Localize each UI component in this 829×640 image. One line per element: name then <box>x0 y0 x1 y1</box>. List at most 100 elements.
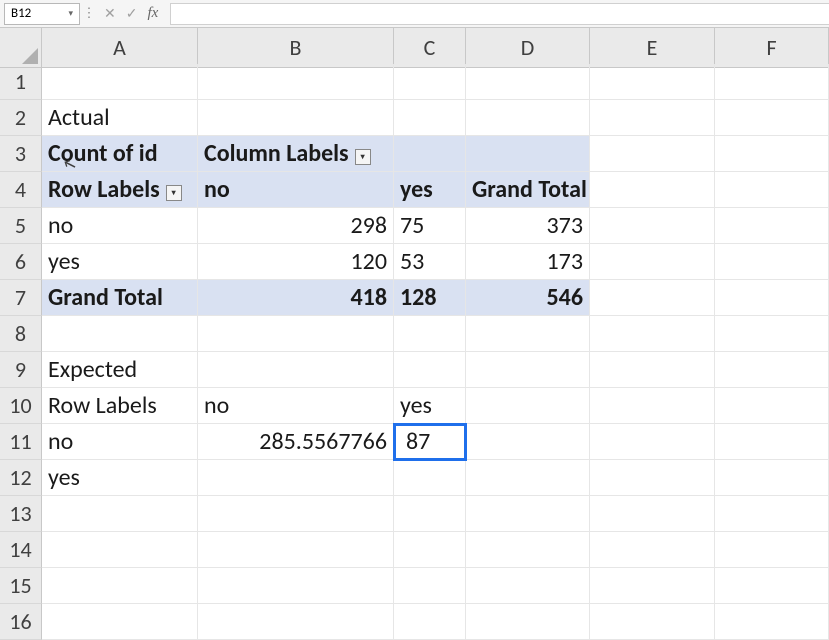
cell-E12[interactable] <box>590 460 715 496</box>
cell-D5[interactable]: 373 <box>466 208 590 244</box>
cell-B13[interactable] <box>198 496 394 532</box>
cell-C6[interactable]: 53 <box>394 244 466 280</box>
cell-D14[interactable] <box>466 532 590 568</box>
cell-C3[interactable] <box>394 136 466 172</box>
cell-E9[interactable] <box>590 352 715 388</box>
cell-C15[interactable] <box>394 568 466 604</box>
row-labels-filter-icon[interactable]: ▾ <box>166 185 182 201</box>
cell-E1[interactable] <box>590 64 715 100</box>
cell-C1[interactable] <box>394 64 466 100</box>
cell-B8[interactable] <box>198 316 394 352</box>
cell-E10[interactable] <box>590 388 715 424</box>
cell-E13[interactable] <box>590 496 715 532</box>
cell-E2[interactable] <box>590 100 715 136</box>
confirm-icon[interactable]: ✓ <box>126 5 138 22</box>
cell-B5[interactable]: 298 <box>198 208 394 244</box>
row-header-1[interactable]: 1 <box>0 64 42 100</box>
cell-F9[interactable] <box>715 352 829 388</box>
cell-A8[interactable] <box>42 316 198 352</box>
cell-C11[interactable]: 87 <box>394 424 466 460</box>
cell-F13[interactable] <box>715 496 829 532</box>
cell-C12[interactable] <box>394 460 466 496</box>
cell-D3[interactable] <box>466 136 590 172</box>
row-header-10[interactable]: 10 <box>0 388 42 424</box>
cell-B12[interactable] <box>198 460 394 496</box>
cell-A1[interactable] <box>42 64 198 100</box>
cell-E4[interactable] <box>590 172 715 208</box>
cell-D9[interactable] <box>466 352 590 388</box>
cell-B1[interactable] <box>198 64 394 100</box>
cell-A2[interactable]: Actual <box>42 100 198 136</box>
cell-B15[interactable] <box>198 568 394 604</box>
cell-A12[interactable]: yes <box>42 460 198 496</box>
cell-E14[interactable] <box>590 532 715 568</box>
column-labels-filter-icon[interactable]: ▾ <box>355 149 371 165</box>
cell-E7[interactable] <box>590 280 715 316</box>
cell-D4[interactable]: Grand Total <box>466 172 590 208</box>
cell-A15[interactable] <box>42 568 198 604</box>
row-header-8[interactable]: 8 <box>0 316 42 352</box>
cell-D10[interactable] <box>466 388 590 424</box>
cell-F10[interactable] <box>715 388 829 424</box>
cell-D1[interactable] <box>466 64 590 100</box>
cell-A4[interactable]: Row Labels ▾ <box>42 172 198 208</box>
cell-B2[interactable] <box>198 100 394 136</box>
row-header-12[interactable]: 12 <box>0 460 42 496</box>
cell-E6[interactable] <box>590 244 715 280</box>
cell-D15[interactable] <box>466 568 590 604</box>
row-header-9[interactable]: 9 <box>0 352 42 388</box>
cell-B11[interactable]: 285.5567766 <box>198 424 394 460</box>
cell-A13[interactable] <box>42 496 198 532</box>
col-header-E[interactable]: E <box>590 28 715 68</box>
cell-D8[interactable] <box>466 316 590 352</box>
row-header-6[interactable]: 6 <box>0 244 42 280</box>
cell-E11[interactable] <box>590 424 715 460</box>
select-all-corner[interactable] <box>0 28 42 68</box>
cell-A3[interactable]: Count of id ↖ <box>42 136 198 172</box>
cell-F5[interactable] <box>715 208 829 244</box>
cell-D2[interactable] <box>466 100 590 136</box>
cell-B10[interactable]: no <box>198 388 394 424</box>
row-header-7[interactable]: 7 <box>0 280 42 316</box>
col-header-A[interactable]: A <box>42 28 198 68</box>
cancel-icon[interactable]: ✕ <box>104 5 116 22</box>
cell-B3[interactable]: Column Labels ▾ <box>198 136 394 172</box>
cell-C8[interactable] <box>394 316 466 352</box>
cell-B14[interactable] <box>198 532 394 568</box>
cell-A14[interactable] <box>42 532 198 568</box>
cell-C13[interactable] <box>394 496 466 532</box>
cell-B9[interactable] <box>198 352 394 388</box>
row-header-3[interactable]: 3 <box>0 136 42 172</box>
cell-C9[interactable] <box>394 352 466 388</box>
cell-F14[interactable] <box>715 532 829 568</box>
cell-E8[interactable] <box>590 316 715 352</box>
cell-C7[interactable]: 128 <box>394 280 466 316</box>
col-header-D[interactable]: D <box>466 28 590 68</box>
cell-F6[interactable] <box>715 244 829 280</box>
cell-E3[interactable] <box>590 136 715 172</box>
formula-input[interactable] <box>170 3 829 25</box>
cell-F7[interactable] <box>715 280 829 316</box>
cell-F8[interactable] <box>715 316 829 352</box>
cell-F12[interactable] <box>715 460 829 496</box>
cell-A10[interactable]: Row Labels <box>42 388 198 424</box>
cell-F11[interactable] <box>715 424 829 460</box>
col-header-C[interactable]: C <box>394 28 466 68</box>
cell-F3[interactable] <box>715 136 829 172</box>
row-header-4[interactable]: 4 <box>0 172 42 208</box>
cell-D13[interactable] <box>466 496 590 532</box>
name-box[interactable]: B12 ▾ <box>4 3 80 25</box>
row-header-5[interactable]: 5 <box>0 208 42 244</box>
row-header-13[interactable]: 13 <box>0 496 42 532</box>
fx-icon[interactable]: fx <box>147 5 164 22</box>
cell-B7[interactable]: 418 <box>198 280 394 316</box>
cell-C10[interactable]: yes <box>394 388 466 424</box>
cell-C14[interactable] <box>394 532 466 568</box>
row-header-15[interactable]: 15 <box>0 568 42 604</box>
col-header-B[interactable]: B <box>198 28 394 68</box>
cell-A6[interactable]: yes <box>42 244 198 280</box>
cell-B6[interactable]: 120 <box>198 244 394 280</box>
cell-C2[interactable] <box>394 100 466 136</box>
cell-C4[interactable]: yes <box>394 172 466 208</box>
cell-D7[interactable]: 546 <box>466 280 590 316</box>
